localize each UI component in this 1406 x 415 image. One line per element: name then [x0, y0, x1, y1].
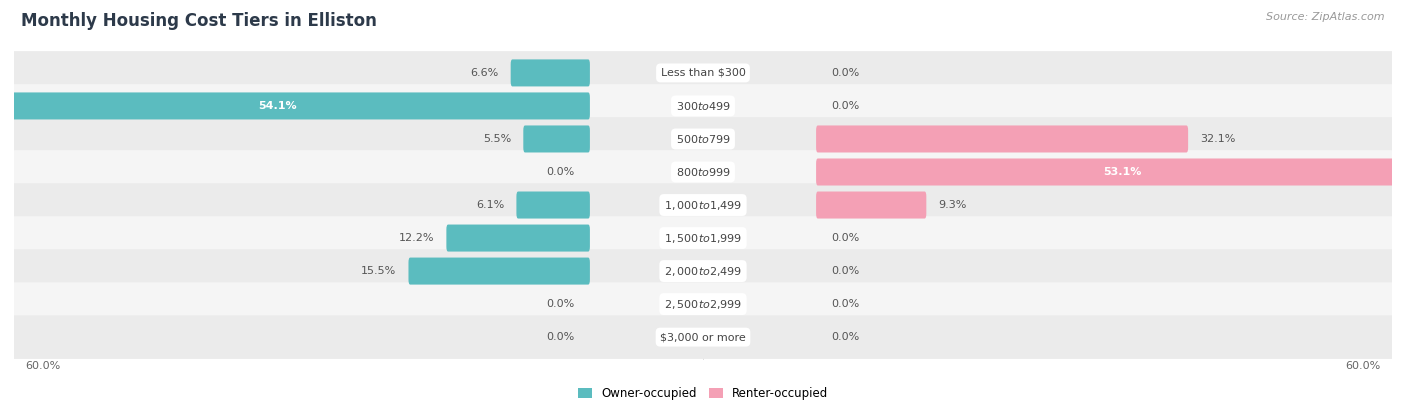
Text: $1,500 to $1,999: $1,500 to $1,999	[664, 232, 742, 244]
Text: 32.1%: 32.1%	[1201, 134, 1236, 144]
FancyBboxPatch shape	[11, 150, 1395, 194]
Text: Less than $300: Less than $300	[661, 68, 745, 78]
Text: Source: ZipAtlas.com: Source: ZipAtlas.com	[1267, 12, 1385, 22]
Text: 60.0%: 60.0%	[1346, 361, 1381, 371]
FancyBboxPatch shape	[523, 125, 591, 152]
Text: $3,000 or more: $3,000 or more	[661, 332, 745, 342]
FancyBboxPatch shape	[815, 159, 1406, 186]
Text: 0.0%: 0.0%	[831, 299, 860, 309]
Text: 54.1%: 54.1%	[259, 101, 297, 111]
FancyBboxPatch shape	[409, 258, 591, 285]
Text: 0.0%: 0.0%	[831, 332, 860, 342]
Legend: Owner-occupied, Renter-occupied: Owner-occupied, Renter-occupied	[578, 387, 828, 400]
FancyBboxPatch shape	[446, 225, 591, 251]
FancyBboxPatch shape	[11, 282, 1395, 326]
Text: $2,500 to $2,999: $2,500 to $2,999	[664, 298, 742, 310]
FancyBboxPatch shape	[11, 183, 1395, 227]
Text: $1,000 to $1,499: $1,000 to $1,499	[664, 198, 742, 212]
Text: 53.1%: 53.1%	[1104, 167, 1142, 177]
Text: $300 to $499: $300 to $499	[675, 100, 731, 112]
Text: Monthly Housing Cost Tiers in Elliston: Monthly Housing Cost Tiers in Elliston	[21, 12, 377, 30]
FancyBboxPatch shape	[11, 216, 1395, 260]
Text: 0.0%: 0.0%	[831, 233, 860, 243]
FancyBboxPatch shape	[0, 93, 591, 120]
Text: $2,000 to $2,499: $2,000 to $2,499	[664, 265, 742, 278]
FancyBboxPatch shape	[11, 315, 1395, 359]
FancyBboxPatch shape	[11, 51, 1395, 95]
Text: 0.0%: 0.0%	[546, 299, 575, 309]
Text: 5.5%: 5.5%	[484, 134, 512, 144]
Text: 6.1%: 6.1%	[477, 200, 505, 210]
Text: 0.0%: 0.0%	[546, 167, 575, 177]
FancyBboxPatch shape	[11, 84, 1395, 128]
Text: $800 to $999: $800 to $999	[675, 166, 731, 178]
FancyBboxPatch shape	[516, 191, 591, 219]
FancyBboxPatch shape	[510, 59, 591, 86]
FancyBboxPatch shape	[815, 191, 927, 219]
FancyBboxPatch shape	[11, 249, 1395, 293]
Text: 6.6%: 6.6%	[471, 68, 499, 78]
Text: 15.5%: 15.5%	[361, 266, 396, 276]
Text: 0.0%: 0.0%	[831, 101, 860, 111]
FancyBboxPatch shape	[815, 125, 1188, 152]
Text: 9.3%: 9.3%	[938, 200, 967, 210]
Text: 60.0%: 60.0%	[25, 361, 60, 371]
Text: 0.0%: 0.0%	[831, 68, 860, 78]
Text: 0.0%: 0.0%	[831, 266, 860, 276]
FancyBboxPatch shape	[11, 117, 1395, 161]
Text: $500 to $799: $500 to $799	[675, 133, 731, 145]
Text: 0.0%: 0.0%	[546, 332, 575, 342]
Text: 12.2%: 12.2%	[399, 233, 434, 243]
